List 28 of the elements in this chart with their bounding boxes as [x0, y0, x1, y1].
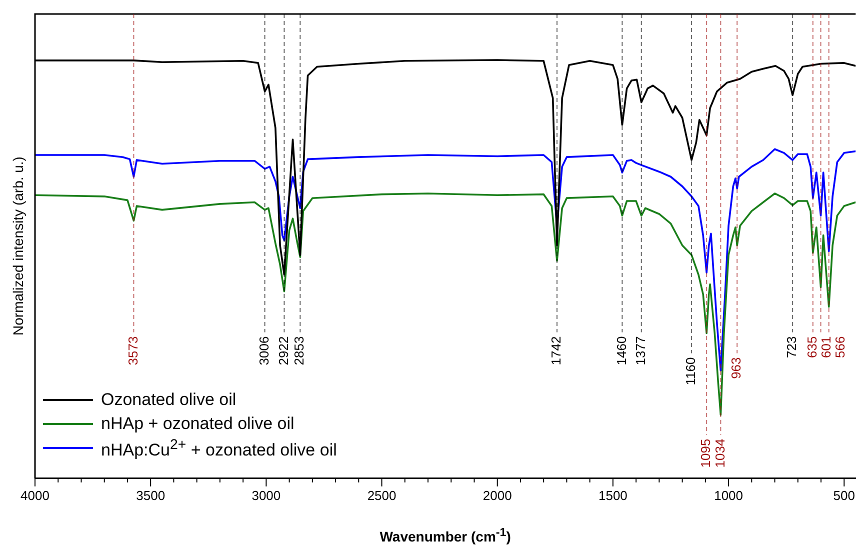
ref-line-label: 1034: [712, 438, 728, 468]
legend-label: nHAp:Cu$^{2+}$ + ozonated olive oil: [101, 436, 337, 460]
x-tick-label: 500: [833, 488, 855, 503]
x-tick-label: 2500: [367, 488, 396, 503]
ref-line-label: 963: [728, 357, 744, 379]
ref-line-label: 2853: [292, 336, 307, 366]
ref-line-label: 3573: [125, 336, 140, 366]
ref-line-label: 3006: [256, 336, 272, 366]
ref-line-label: 1460: [614, 336, 629, 366]
ref-line-label: 2922: [276, 336, 291, 366]
x-tick-label: 3500: [136, 488, 166, 503]
legend-label: Ozonated olive oil: [101, 390, 236, 410]
ref-line-label: 566: [832, 336, 848, 358]
ref-line-label: 601: [818, 336, 834, 358]
legend-label: nHAp + ozonated olive oil: [101, 414, 294, 434]
x-tick-label: 1500: [598, 488, 628, 503]
ref-line-label: 1095: [698, 438, 714, 468]
ref-line-label: 723: [784, 336, 800, 358]
ref-line-label: 1160: [683, 357, 698, 386]
x-tick-label: 1000: [714, 488, 743, 503]
x-tick-label: 3000: [252, 488, 281, 503]
x-tick-label: 4000: [20, 488, 50, 503]
y-axis-title: Normalized intensity (arb. u.): [10, 156, 26, 336]
ref-line-label: 1742: [548, 336, 564, 366]
x-tick-label: 2000: [482, 488, 512, 503]
ref-line-label: 635: [804, 336, 820, 358]
ref-line-label: 1377: [632, 336, 648, 366]
x-axis-title: Wavenumber (cm$^{-1}$): [378, 526, 512, 545]
